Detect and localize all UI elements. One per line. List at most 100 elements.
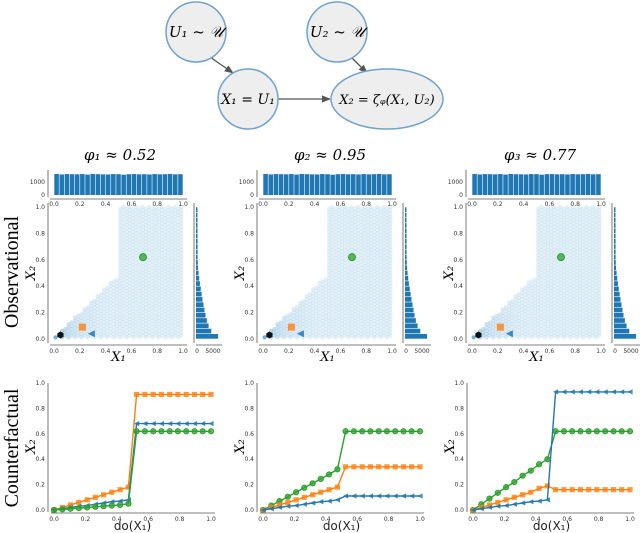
hexbin-cell: [548, 229, 554, 234]
histogram-bar: [614, 228, 616, 234]
blue-point: [409, 493, 415, 499]
hexbin-cell: [536, 302, 541, 307]
hexbin-cell: [330, 307, 335, 312]
hexbin-cell: [555, 318, 560, 323]
hexbin-cell: [542, 262, 547, 267]
hexbin-cell: [542, 295, 547, 300]
hexbin-cell: [577, 277, 583, 282]
histogram-bar: [544, 174, 550, 195]
hexbin-cell: [147, 277, 152, 282]
hexbin-cell: [172, 251, 177, 256]
hexbin-cell: [114, 303, 119, 309]
hexbin-cell: [352, 209, 357, 214]
hexbin-cell: [545, 264, 550, 269]
hexbin-cell: [163, 269, 168, 274]
histogram-bar: [371, 174, 377, 195]
hexbin-cell: [150, 259, 155, 264]
hexbin-cell: [327, 282, 332, 287]
x-tick-label: 0.6: [127, 348, 137, 355]
hexbin-cell: [581, 318, 586, 323]
hexbin-cell: [584, 234, 589, 239]
hexbin-cell: [577, 294, 583, 299]
hexbin-cell: [381, 310, 386, 315]
hexbin-cell: [172, 261, 177, 266]
hexbin-cell: [571, 303, 576, 309]
hexbin-cell: [590, 333, 596, 338]
hexbin-cell: [330, 310, 335, 315]
hexbin-cell: [507, 327, 512, 332]
hexbin-cell: [365, 252, 370, 257]
hexbin-cell: [352, 308, 357, 313]
hexbin-cell: [565, 330, 570, 335]
hexbin-cell: [565, 204, 570, 210]
hexbin-cell: [105, 299, 110, 304]
hexbin-cell: [159, 247, 165, 252]
hexbin-cell: [577, 267, 583, 272]
hexbin-cell: [105, 322, 110, 327]
hexbin-cell: [301, 312, 306, 317]
hexbin-cell: [176, 269, 181, 274]
hexbin-cell: [156, 216, 161, 221]
blue-point: [133, 421, 140, 427]
hexbin-cell: [587, 292, 592, 297]
hexbin-cell: [121, 333, 126, 338]
hexbin-cell: [388, 218, 393, 223]
hexbin-cell: [150, 328, 155, 333]
hexbin-cell: [134, 300, 139, 305]
hexbin-cell: [179, 287, 184, 292]
hexbin-cell: [346, 219, 351, 224]
hexbin-cell: [597, 274, 602, 279]
hexbin-cell: [381, 307, 386, 312]
hexbin-cell: [101, 310, 107, 315]
hexbin-cell: [349, 330, 354, 335]
hexbin-cell: [172, 333, 177, 338]
hexbin-cell: [568, 209, 573, 214]
hexbin-cell: [574, 246, 579, 251]
hexbin-cell: [339, 275, 345, 280]
hexbin-cell: [159, 303, 165, 309]
hexbin-cell: [368, 280, 374, 285]
green-point: [207, 428, 215, 435]
hexbin-cell: [356, 251, 361, 256]
hexbin-cell: [523, 312, 528, 317]
hexbin-cell: [333, 246, 338, 251]
hexbin-cell: [565, 228, 570, 233]
hexbin-cell: [594, 262, 599, 267]
hexbin-cell: [565, 234, 570, 239]
hexbin-cell: [147, 257, 152, 262]
hexbin-cell: [101, 294, 107, 299]
hexbin-cell: [597, 280, 602, 285]
histogram-bar: [405, 270, 408, 276]
hexbin-cell: [516, 305, 521, 310]
hexbin-cell: [156, 328, 161, 333]
hexbin-cell: [536, 256, 541, 261]
hexbin-cell: [310, 313, 316, 318]
hexbin-cell: [365, 259, 370, 264]
hexbin-cell: [179, 333, 184, 338]
hexbin-cell: [375, 231, 380, 236]
hexbin-cell: [346, 223, 351, 228]
hexbin-cell: [365, 322, 370, 327]
hexbin-cell: [378, 232, 383, 238]
hexbin-cell: [317, 294, 322, 299]
top-hist-y-tick: 0: [459, 192, 463, 199]
hexbin-cell: [590, 221, 596, 226]
hexbin-cell: [365, 299, 370, 304]
hexbin-cell: [375, 208, 380, 213]
hexbin-cell: [375, 237, 380, 243]
hexbin-cell: [343, 327, 348, 332]
hexbin-cell: [130, 232, 136, 238]
hexbin-cell: [137, 266, 142, 271]
hexbin-cell: [356, 208, 361, 213]
hexbin-cell: [584, 237, 589, 243]
hexbin-cell: [333, 269, 338, 274]
hexbin-cell: [291, 333, 296, 338]
hexbin-cell: [349, 320, 354, 325]
hexbin-cell: [339, 266, 345, 271]
hexbin-cell: [176, 315, 181, 320]
hexbin-cell: [568, 239, 573, 244]
hexbin-cell: [143, 275, 148, 280]
hexbin-cell: [327, 312, 332, 317]
hexbin-cell: [327, 292, 332, 297]
hexbin-cell: [150, 308, 155, 313]
